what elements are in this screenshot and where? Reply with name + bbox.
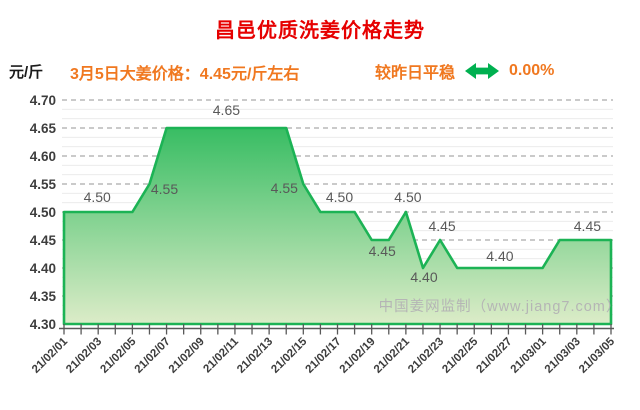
data-point-label: 4.40: [486, 248, 513, 264]
y-axis-tick-label: 4.55: [30, 177, 57, 192]
y-axis-tick-label: 4.60: [30, 149, 56, 164]
x-axis-tick-label: 21/02/27: [474, 336, 514, 376]
x-axis-tick-label: 21/02/25: [440, 335, 481, 376]
x-axis-tick-label: 21/03/03: [543, 336, 583, 376]
flat-trend-arrow-icon: [465, 63, 500, 79]
x-axis-tick-label: 21/02/05: [98, 335, 139, 376]
x-axis-tick-label: 21/02/21: [372, 335, 413, 376]
data-point-label: 4.40: [410, 269, 437, 285]
x-axis-tick-label: 21/02/07: [133, 336, 173, 376]
x-axis-tick-label: 21/02/13: [235, 336, 275, 376]
x-axis-tick-label: 21/02/09: [167, 336, 207, 376]
data-point-label: 4.55: [151, 181, 178, 197]
x-axis-tick-label: 21/03/05: [577, 335, 618, 376]
data-point-label: 4.50: [394, 189, 421, 205]
x-axis-tick-label: 21/02/11: [201, 335, 241, 375]
x-axis-tick-label: 21/02/01: [30, 335, 71, 376]
data-point-label: 4.50: [84, 189, 111, 205]
x-axis-tick-label: 21/02/19: [338, 336, 378, 376]
trend-percent: 0.00%: [509, 62, 555, 79]
trend-text: 较昨日平稳: [375, 65, 456, 82]
data-point-label: 4.45: [369, 243, 396, 259]
y-axis-tick-label: 4.35: [30, 289, 57, 304]
price-subtitle: 3月5日大姜价格：4.45元/斤左右: [70, 66, 300, 83]
data-point-label: 4.45: [574, 218, 601, 234]
data-point-label: 4.50: [326, 189, 353, 205]
watermark: 中国姜网监制（www.jiang7.com）: [379, 298, 622, 315]
y-axis-tick-label: 4.40: [30, 261, 56, 276]
data-point-label: 4.45: [428, 218, 455, 234]
y-axis-tick-label: 4.70: [30, 93, 56, 108]
x-axis-tick-label: 21/02/23: [406, 336, 446, 376]
y-axis-tick-label: 4.50: [30, 205, 56, 220]
data-point-label: 4.55: [271, 180, 298, 196]
page-title: 昌邑优质洗姜价格走势: [215, 20, 425, 42]
x-axis-tick-label: 21/02/17: [303, 336, 343, 376]
y-axis-tick-label: 4.30: [30, 317, 56, 332]
y-axis-tick-label: 4.65: [30, 121, 57, 136]
data-point-label: 4.65: [213, 102, 240, 118]
y-axis-tick-label: 4.45: [30, 233, 57, 248]
trend-indicator: 较昨日平稳 0.00%: [375, 59, 554, 83]
x-axis-tick-label: 21/02/15: [269, 335, 310, 376]
x-axis-tick-label: 21/02/03: [64, 336, 104, 376]
y-axis-unit-label: 元/斤: [9, 64, 44, 81]
x-axis-tick-label: 21/03/01: [509, 335, 550, 376]
